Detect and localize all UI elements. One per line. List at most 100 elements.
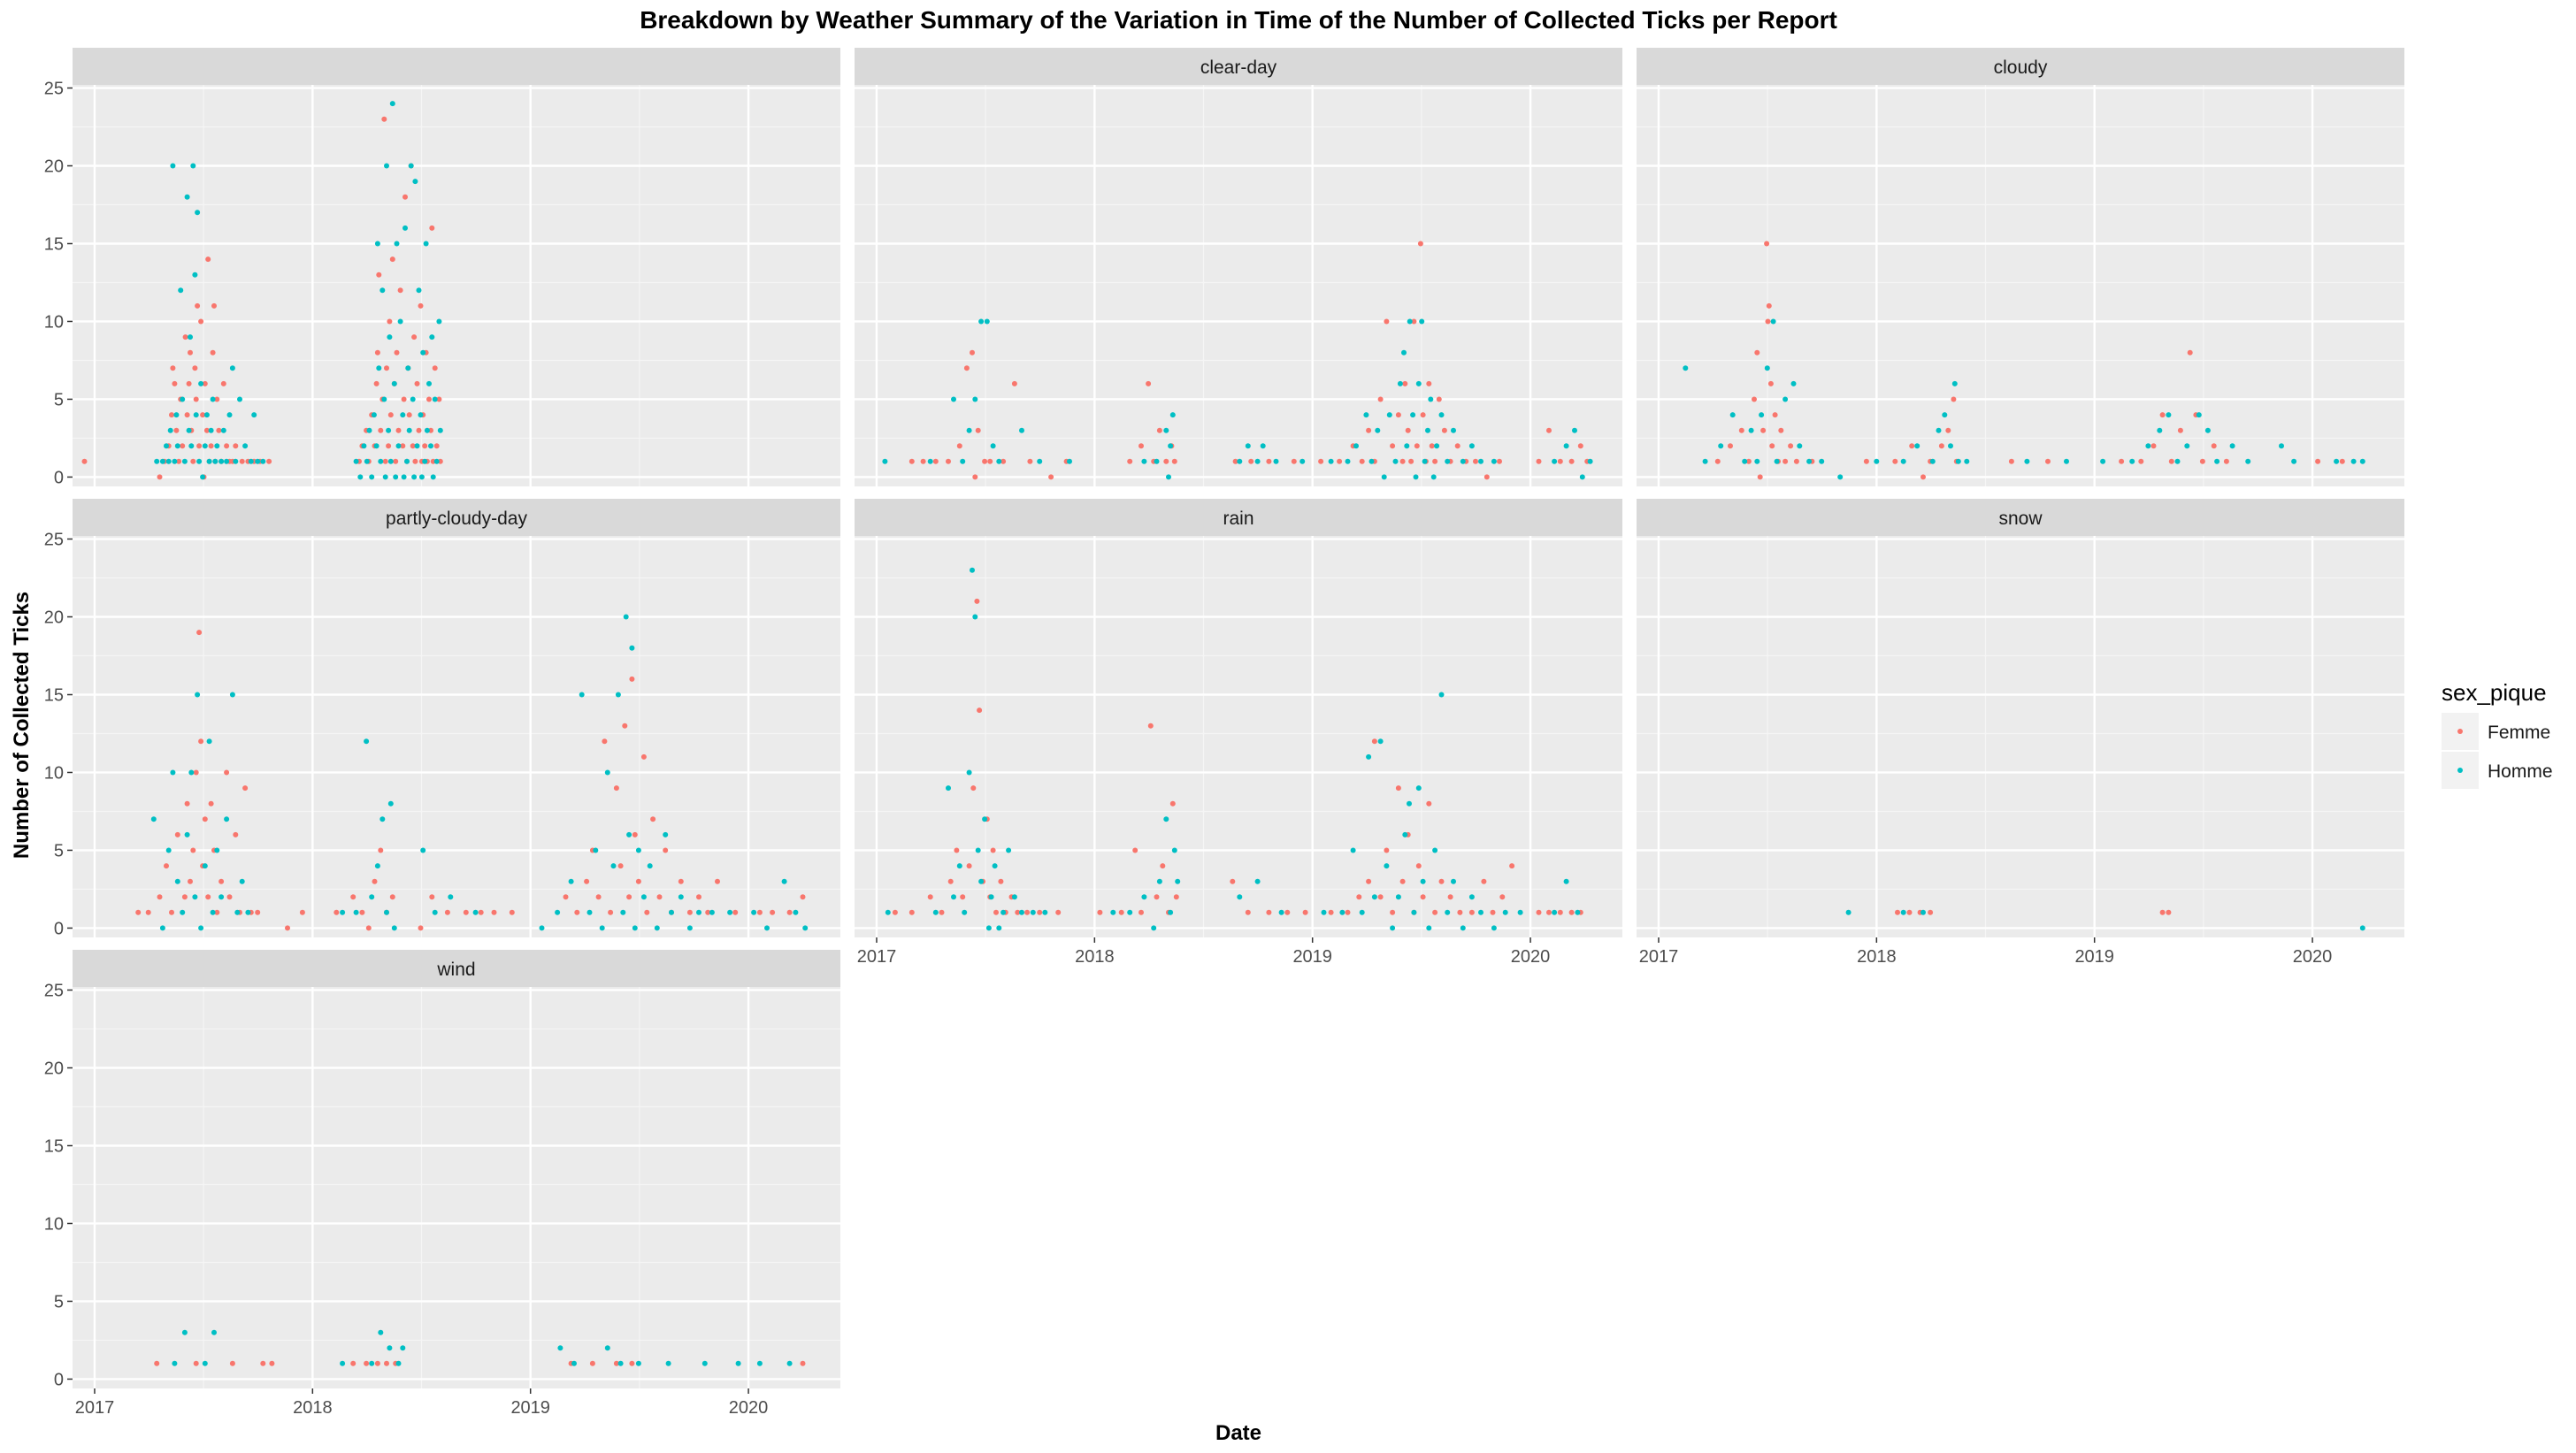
- data-point-femme: [372, 878, 378, 884]
- data-point-femme: [927, 894, 933, 900]
- data-point-homme: [1491, 458, 1497, 464]
- data-point-homme: [423, 241, 429, 247]
- data-point-homme: [1425, 427, 1430, 433]
- data-point-femme: [198, 738, 204, 745]
- data-point-homme: [635, 847, 641, 853]
- x-tick-label: 2018: [293, 1398, 333, 1418]
- x-tick-label: 2019: [510, 1398, 550, 1418]
- data-point-homme: [555, 909, 561, 915]
- data-point-homme: [1168, 909, 1174, 915]
- data-point-homme: [2174, 458, 2181, 464]
- data-point-homme: [1415, 380, 1422, 386]
- data-point-homme: [210, 396, 216, 402]
- data-point-homme: [165, 847, 172, 853]
- data-point-homme: [2214, 458, 2220, 464]
- data-point-homme: [1955, 458, 1961, 464]
- data-point-homme: [432, 396, 438, 402]
- data-point-homme: [2245, 458, 2251, 464]
- chart-title: Breakdown by Weather Summary of the Vari…: [640, 6, 1837, 34]
- data-point-femme: [589, 1360, 595, 1366]
- data-point-femme: [242, 785, 249, 792]
- data-point-femme: [1411, 318, 1417, 325]
- data-point-homme: [2196, 412, 2202, 418]
- data-point-homme: [374, 863, 380, 869]
- data-point-femme: [1738, 427, 1744, 433]
- data-point-femme: [384, 365, 389, 371]
- data-point-homme: [735, 1360, 741, 1366]
- data-point-femme: [1468, 909, 1475, 915]
- data-point-femme: [1011, 380, 1017, 386]
- data-point-femme: [1384, 847, 1390, 853]
- data-point-homme: [696, 909, 702, 915]
- y-tick-label: 25: [44, 531, 64, 550]
- data-point-femme: [389, 894, 395, 900]
- facet-strip: [73, 48, 840, 85]
- data-point-femme: [1536, 909, 1542, 915]
- data-point-femme: [196, 443, 203, 449]
- data-point-femme: [770, 909, 776, 915]
- data-point-femme: [602, 738, 608, 745]
- data-point-homme: [174, 878, 180, 884]
- data-point-femme: [394, 349, 400, 356]
- data-point-homme: [1019, 427, 1024, 433]
- data-point-homme: [756, 1360, 763, 1366]
- data-point-homme: [1491, 925, 1497, 931]
- data-point-homme: [170, 769, 176, 776]
- data-point-femme: [998, 878, 1004, 884]
- facet-strip-label: cloudy: [1994, 57, 2048, 78]
- data-point-homme: [2334, 458, 2340, 464]
- data-point-homme: [1900, 458, 1906, 464]
- data-point-femme: [224, 769, 230, 776]
- data-point-femme: [378, 847, 384, 853]
- data-point-homme: [1037, 458, 1043, 464]
- data-point-femme: [1356, 894, 1362, 900]
- data-point-homme: [432, 909, 438, 915]
- data-point-homme: [984, 318, 990, 325]
- y-axis-title: Number of Collected Ticks: [10, 592, 34, 859]
- y-tick-label: 5: [54, 1292, 64, 1312]
- data-point-femme: [374, 349, 380, 356]
- data-point-homme: [159, 925, 165, 931]
- data-point-homme: [184, 831, 190, 837]
- data-point-homme: [448, 894, 454, 900]
- data-point-homme: [1375, 427, 1381, 433]
- data-point-femme: [1015, 909, 1021, 915]
- data-point-homme: [992, 863, 998, 869]
- data-point-femme: [269, 1360, 275, 1366]
- data-point-homme: [1171, 847, 1177, 853]
- data-point-homme: [885, 909, 891, 915]
- data-point-femme: [1390, 909, 1396, 915]
- data-point-homme: [1942, 412, 1948, 418]
- data-point-homme: [378, 1329, 384, 1335]
- data-point-homme: [192, 894, 198, 900]
- data-point-homme: [1359, 909, 1365, 915]
- data-point-homme: [1260, 443, 1266, 449]
- data-point-femme: [180, 443, 186, 449]
- data-point-femme: [218, 878, 225, 884]
- data-point-homme: [1900, 909, 1906, 915]
- data-point-homme: [389, 101, 395, 107]
- data-point-homme: [1936, 427, 1942, 433]
- facet-strip: [73, 950, 840, 987]
- data-point-homme: [1759, 412, 1765, 418]
- data-point-homme: [428, 443, 433, 449]
- x-tick-label: 2017: [1639, 947, 1679, 967]
- data-point-femme: [613, 1360, 619, 1366]
- data-point-homme: [1438, 692, 1445, 698]
- facet-strip-label: clear-day: [1200, 57, 1277, 78]
- data-point-femme: [1377, 396, 1384, 402]
- data-point-femme: [1399, 878, 1406, 884]
- data-point-femme: [169, 412, 174, 418]
- data-point-femme: [406, 412, 412, 418]
- data-point-homme: [1451, 878, 1456, 884]
- facet-strip: [73, 499, 840, 536]
- data-point-femme: [1497, 458, 1502, 464]
- data-point-femme: [205, 256, 211, 263]
- data-point-femme: [908, 458, 915, 464]
- data-point-femme: [2159, 412, 2166, 418]
- data-point-homme: [1702, 458, 1708, 464]
- data-point-femme: [974, 598, 980, 604]
- data-point-homme: [251, 412, 257, 418]
- data-point-femme: [437, 458, 443, 464]
- data-point-femme: [1432, 909, 1438, 915]
